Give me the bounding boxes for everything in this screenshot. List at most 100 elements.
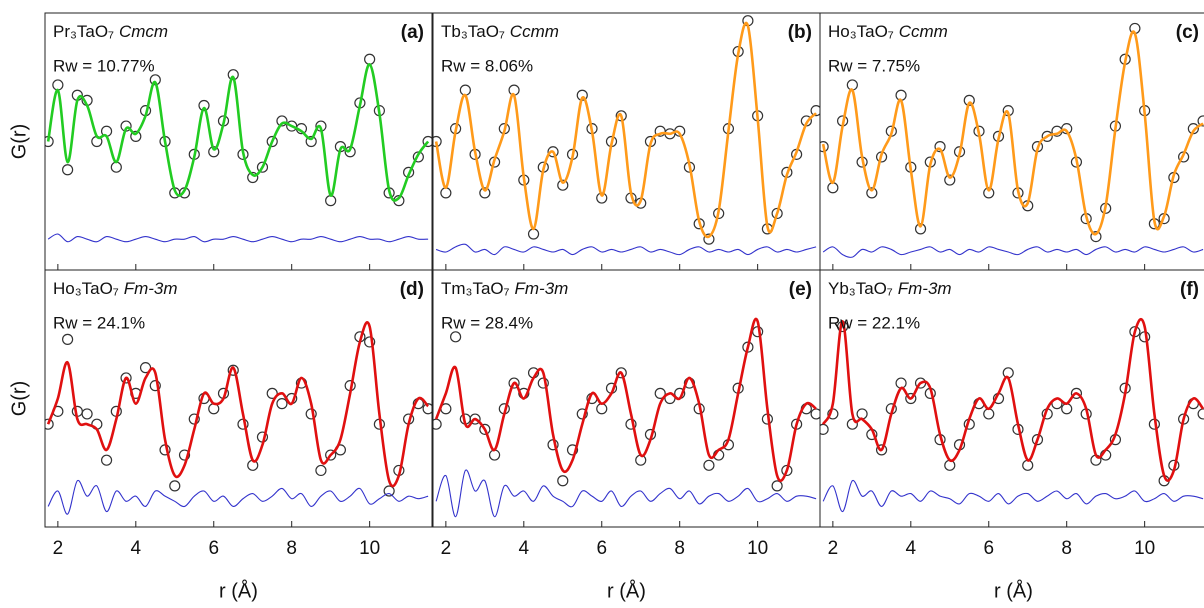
x-tick-label: 6 [983, 538, 994, 559]
observed-point [846, 418, 858, 430]
observed-point [820, 423, 829, 435]
observed-point [944, 174, 956, 186]
calculated-line [434, 21, 818, 239]
observed-point [100, 454, 113, 466]
space-group: Fm-3m [515, 279, 569, 298]
observed-point [1197, 115, 1204, 127]
panel-label: (d) [400, 279, 424, 300]
observed-point [856, 408, 868, 420]
observed-point [1090, 230, 1102, 243]
x-tick-label: 10 [1134, 538, 1155, 559]
observed-point [139, 362, 152, 374]
x-tick-label: 4 [131, 538, 142, 559]
observed-point [944, 459, 956, 471]
observed-point [547, 146, 559, 158]
observed-point [810, 408, 820, 420]
observed-point [1031, 434, 1044, 446]
x-tick-label: 8 [286, 538, 297, 559]
observed-point [149, 380, 161, 392]
panel-frame [44, 12, 433, 271]
observed-point [895, 377, 907, 389]
observed-point [422, 403, 432, 415]
x-axis-label: r (Å) [219, 579, 258, 602]
formula: Yb₃TaO₇ [828, 279, 893, 298]
observed-point [827, 182, 839, 194]
observed-point [266, 135, 278, 148]
space-group: Ccmm [510, 22, 559, 41]
observed-point [488, 449, 501, 461]
x-tick-label: 8 [1061, 538, 1072, 559]
observed-point [276, 398, 288, 410]
observed-point [120, 372, 132, 384]
panel-label: (b) [788, 22, 812, 43]
observed-point [450, 331, 462, 343]
observed-point [227, 364, 239, 376]
space-group: Ccmm [899, 22, 948, 41]
x-tick-label: 6 [596, 538, 607, 559]
observed-point [256, 161, 269, 173]
difference-line [822, 246, 1204, 258]
x-tick-label: 6 [208, 538, 219, 559]
observed-point [422, 135, 432, 148]
observed-point [1022, 459, 1034, 471]
panel-label: (a) [401, 22, 424, 43]
panel-frame [432, 12, 821, 271]
observed-point [914, 223, 927, 235]
observed-point [266, 387, 278, 399]
plot-area [45, 53, 432, 243]
panel-label: (f) [1180, 279, 1199, 300]
observed-point [1061, 123, 1073, 135]
panel-title: Ho₃TaO₇ Ccmm [828, 22, 948, 41]
observed-point [433, 418, 442, 430]
observed-point [325, 449, 337, 461]
observed-point [479, 423, 491, 435]
y-axis-label: G(r) [8, 381, 30, 417]
observed-point [771, 480, 783, 492]
observed-point [325, 195, 337, 207]
panel-label: (e) [789, 279, 812, 300]
x-tick-label: 10 [747, 538, 768, 559]
calculated-line [46, 321, 430, 488]
observed-point [781, 464, 793, 477]
difference-line [47, 233, 429, 243]
panel-title: Yb₃TaO₇ Fm-3m [828, 279, 952, 298]
observed-point [703, 233, 715, 245]
observed-point [983, 408, 995, 420]
calculated-line [821, 317, 1204, 482]
formula: Tm₃TaO₇ [441, 279, 510, 298]
observed-point [198, 99, 210, 112]
observed-point [208, 403, 220, 415]
observed-point [383, 485, 395, 497]
plot-area [820, 317, 1204, 513]
observed-point [110, 161, 122, 173]
x-tick-label: 2 [828, 538, 839, 559]
observed-point [364, 336, 376, 348]
observed-point [703, 459, 715, 471]
observed-point [130, 130, 142, 142]
plot-area [820, 22, 1204, 258]
rw-value: Rw = 8.06% [441, 56, 533, 75]
observed-point [1070, 387, 1083, 399]
observed-point [459, 84, 471, 96]
observed-point [440, 187, 452, 199]
observed-point [52, 79, 64, 91]
observed-point [469, 413, 481, 425]
difference-line [435, 243, 817, 256]
x-tick-label: 4 [519, 538, 530, 559]
rw-value: Rw = 24.1% [53, 313, 145, 332]
observed-point [576, 408, 588, 420]
plot-area [433, 317, 820, 518]
observed-point [315, 464, 327, 477]
rw-value: Rw = 22.1% [828, 313, 920, 332]
observed-point [566, 444, 579, 456]
rw-value: Rw = 28.4% [441, 313, 533, 332]
x-axis-label: r (Å) [607, 579, 646, 602]
x-tick-label: 4 [906, 538, 917, 559]
y-axis-label: G(r) [8, 124, 30, 160]
rw-value: Rw = 7.75% [828, 56, 920, 75]
plot-area [45, 321, 432, 515]
panel-label: (c) [1176, 22, 1199, 43]
observed-point [905, 392, 917, 405]
observed-point [1061, 403, 1073, 415]
